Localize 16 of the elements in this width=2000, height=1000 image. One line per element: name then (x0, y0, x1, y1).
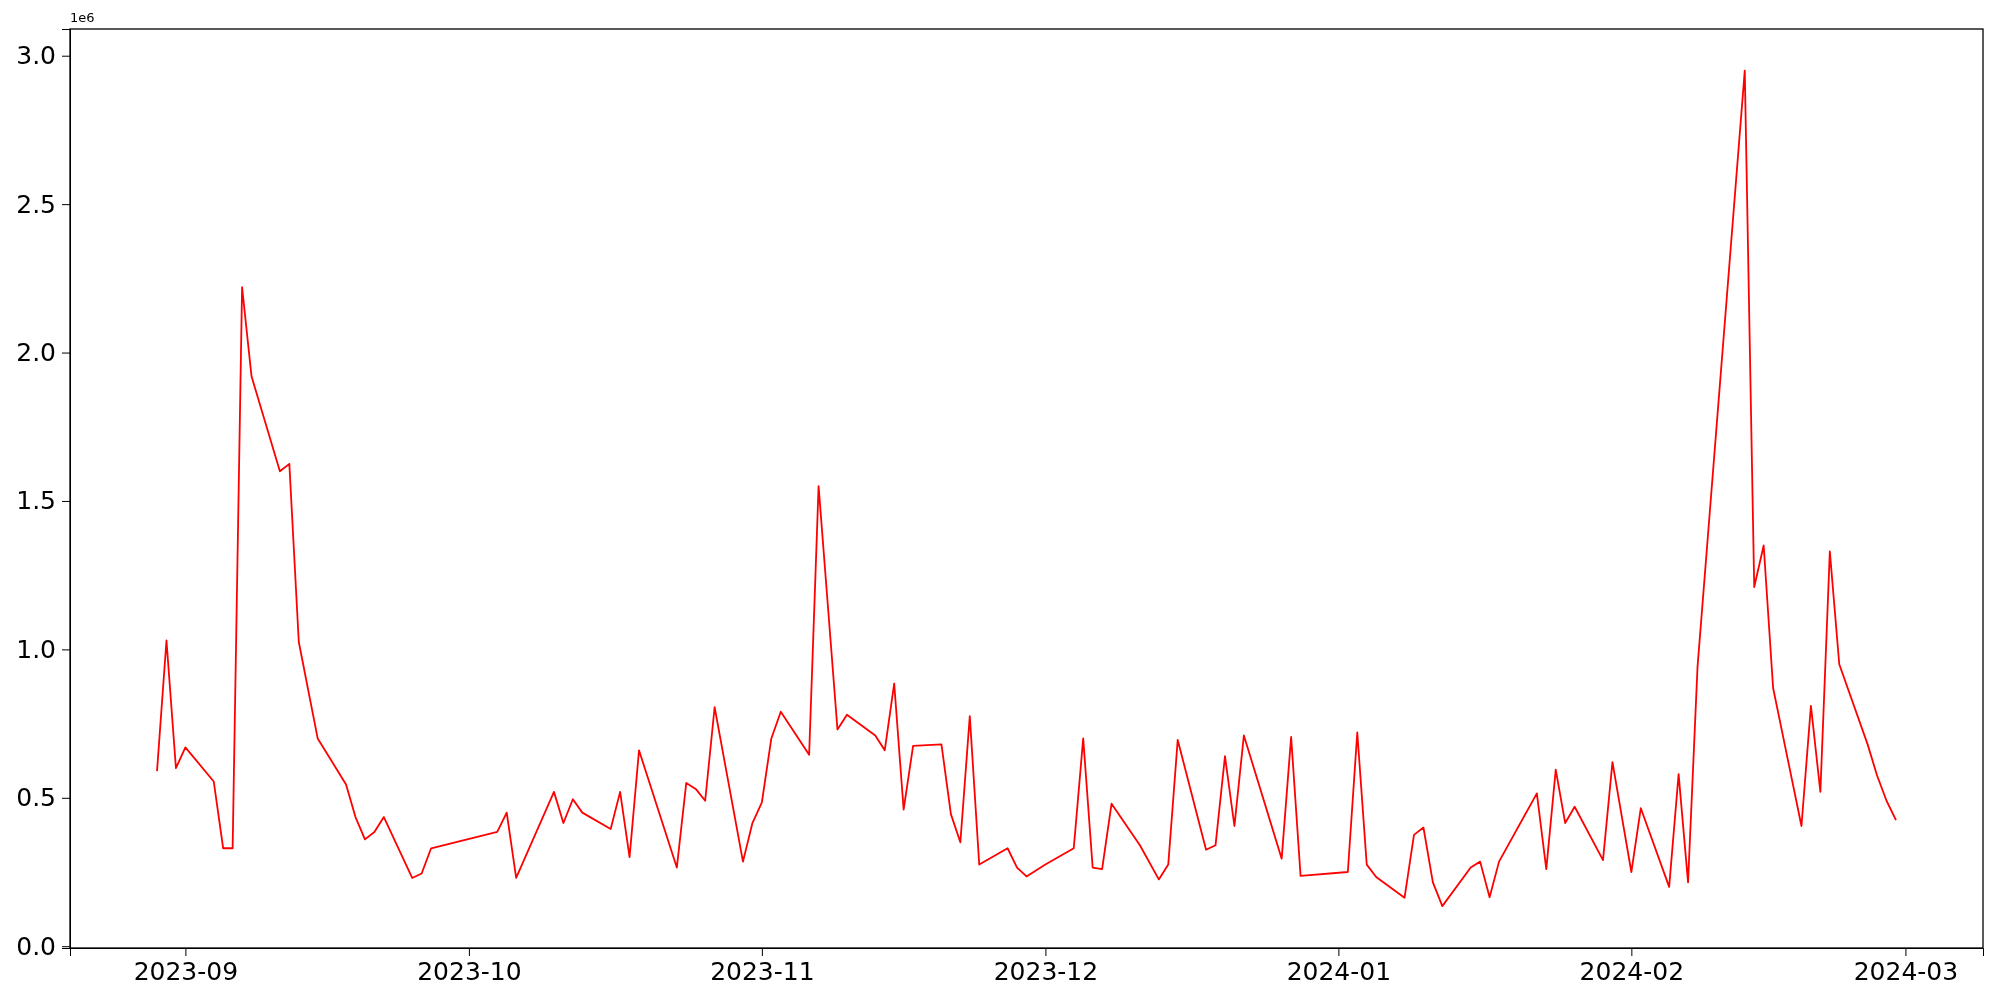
x-tick-label: 2024-02 (1579, 956, 1685, 986)
y-tick-label: 3.0 (16, 41, 56, 71)
x-tick-label: 2023-12 (993, 956, 1099, 986)
x-tick-label: 2024-03 (1853, 956, 1959, 986)
line-series (156, 69, 1897, 908)
x-tick-label: 2023-09 (133, 956, 239, 986)
y-tick-label: 0.5 (16, 783, 56, 813)
y-tick-label: 2.5 (16, 189, 56, 219)
y-tick-label: 1.5 (16, 486, 56, 516)
x-tick-label: 2024-01 (1286, 956, 1392, 986)
x-tick-label: 2023-10 (417, 956, 522, 986)
x-tick-label: 2023-11 (710, 956, 815, 986)
y-tick-label: 2.0 (16, 338, 56, 368)
text: 1e6 (70, 10, 95, 25)
y-tick-label: 1.0 (16, 634, 56, 664)
y-tick-label: 0.0 (16, 931, 56, 961)
